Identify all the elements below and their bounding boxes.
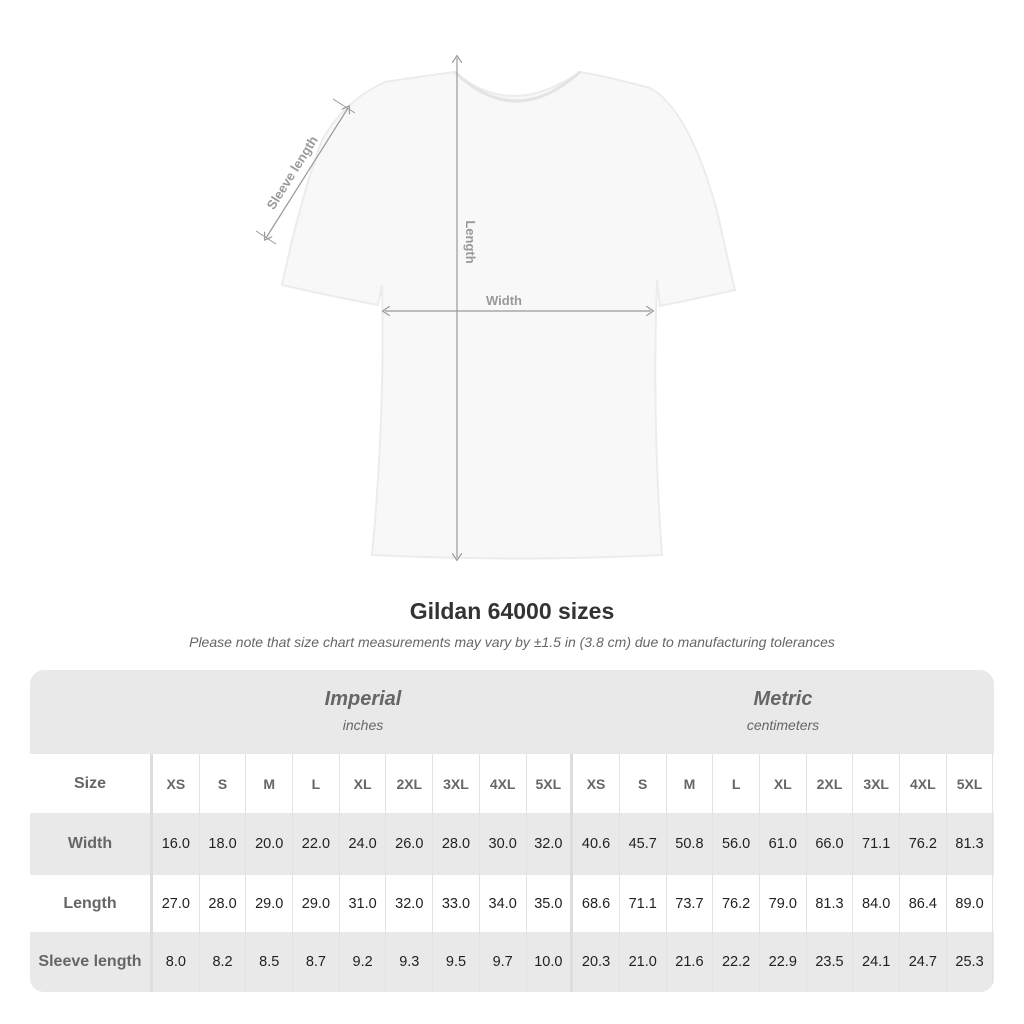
metric-value-cell: 71.1 (853, 813, 900, 875)
width-label: Width (486, 293, 522, 308)
imperial-size-5xl: 5XL (527, 754, 574, 813)
table-row: Sleeve length 8.0 8.2 8.5 8.7 9.2 9.3 9.5 9.7 10.… (30, 932, 994, 992)
metric-value-cell: 79.0 (760, 875, 807, 932)
sleeve-arrow (266, 108, 348, 238)
imperial-value-cell: 8.0 (153, 932, 200, 992)
length-label: Length (463, 220, 478, 263)
metric-size-s: S (620, 754, 667, 813)
imperial-value-cell: 9.3 (386, 932, 434, 992)
metric-value-cell: 76.2 (900, 813, 947, 875)
metric-value-cell: 86.4 (900, 875, 947, 932)
metric-value-cell: 21.0 (620, 932, 667, 992)
metric-size-m: M (667, 754, 714, 813)
metric-size-2xl: 2XL (807, 754, 854, 813)
imperial-value-cell: 28.0 (433, 813, 480, 875)
imperial-value-cell: 8.2 (200, 932, 247, 992)
metric-value-cell: 76.2 (713, 875, 760, 932)
imperial-size-2xl: 2XL (386, 754, 434, 813)
metric-value-cell: 84.0 (853, 875, 900, 932)
metric-value-cell: 81.3 (807, 875, 854, 932)
imperial-value-cell: 22.0 (293, 813, 340, 875)
metric-value-cell: 73.7 (667, 875, 714, 932)
imperial-value-cell: 31.0 (340, 875, 387, 932)
metric-value-cell: 56.0 (713, 813, 760, 875)
imperial-value-cell: 8.5 (246, 932, 294, 992)
imperial-unit: inches (342, 717, 384, 733)
metric-value-cell: 45.7 (620, 813, 667, 875)
imperial-value-cell: 34.0 (480, 875, 527, 932)
imperial-size-l: L (293, 754, 340, 813)
metric-size-l: L (713, 754, 760, 813)
imperial-label: Imperial (324, 688, 402, 710)
imperial-size-m: M (246, 754, 294, 813)
imperial-value-cell: 35.0 (527, 875, 574, 932)
imperial-value-cell: 24.0 (340, 813, 387, 875)
table-row: Size XS S M L XL 2XL 3XL 4XL 5XL XS S M L XL 2XL 3XL 4XL 5… (30, 754, 994, 813)
metric-value-cell: 24.7 (900, 932, 947, 992)
metric-value-cell: 50.8 (667, 813, 714, 875)
tshirt-shape (280, 70, 737, 560)
imperial-value-cell: 27.0 (153, 875, 200, 932)
metric-value-cell: 66.0 (807, 813, 854, 875)
imperial-value-cell: 10.0 (527, 932, 574, 992)
imperial-value-cell: 29.0 (246, 875, 294, 932)
metric-value-cell: 22.9 (760, 932, 807, 992)
metric-value-cell: 25.3 (947, 932, 994, 992)
chart-title: Gildan 64000 sizes (409, 598, 615, 624)
metric-value-cell: 23.5 (807, 932, 854, 992)
imperial-size-4xl: 4XL (480, 754, 527, 813)
imperial-size-s: S (200, 754, 247, 813)
row-label: Width (30, 813, 153, 875)
metric-size-xl: XL (760, 754, 807, 813)
metric-value-cell: 71.1 (620, 875, 667, 932)
size-table: Imperial inches Metric centimeters Size X… (30, 670, 994, 992)
imperial-value-cell: 32.0 (527, 813, 574, 875)
metric-size-xs: XS (573, 754, 620, 813)
tolerance-note: Please note that size chart measurements… (189, 634, 835, 650)
metric-size-5xl: 5XL (947, 754, 994, 813)
metric-value-cell: 81.3 (947, 813, 994, 875)
size-header-label: Size (30, 754, 153, 813)
metric-value-cell: 68.6 (573, 875, 620, 932)
row-label: Sleeve length (30, 932, 153, 992)
imperial-header: Imperial inches (153, 670, 573, 754)
imperial-value-cell: 9.2 (340, 932, 387, 992)
imperial-size-3xl: 3XL (433, 754, 480, 813)
imperial-value-cell: 16.0 (153, 813, 200, 875)
tshirt-diagram: Sleeve length Length Width (255, 0, 737, 590)
metric-value-cell: 61.0 (760, 813, 807, 875)
imperial-value-cell: 32.0 (386, 875, 434, 932)
imperial-value-cell: 9.7 (480, 932, 527, 992)
metric-label: Metric (753, 688, 813, 710)
metric-value-cell: 89.0 (947, 875, 994, 932)
metric-value-cell: 40.6 (573, 813, 620, 875)
metric-value-cell: 20.3 (573, 932, 620, 992)
table-row: Width 16.0 18.0 20.0 22.0 24.0 26.0 28.0 30.0 32.… (30, 813, 994, 875)
imperial-value-cell: 20.0 (246, 813, 294, 875)
metric-value-cell: 21.6 (667, 932, 714, 992)
imperial-value-cell: 8.7 (293, 932, 340, 992)
metric-header: Metric centimeters (573, 670, 993, 754)
imperial-value-cell: 18.0 (200, 813, 247, 875)
imperial-value-cell: 33.0 (433, 875, 480, 932)
imperial-size-xs: XS (153, 754, 200, 813)
imperial-value-cell: 9.5 (433, 932, 480, 992)
imperial-value-cell: 28.0 (200, 875, 247, 932)
metric-value-cell: 24.1 (853, 932, 900, 992)
metric-size-3xl: 3XL (853, 754, 900, 813)
imperial-size-xl: XL (340, 754, 387, 813)
metric-value-cell: 22.2 (713, 932, 760, 992)
row-label: Length (30, 875, 153, 932)
table-row: Length 27.0 28.0 29.0 29.0 31.0 32.0 33.0 34.0 35… (30, 875, 994, 932)
imperial-value-cell: 30.0 (480, 813, 527, 875)
metric-unit: centimeters (746, 717, 820, 733)
metric-size-4xl: 4XL (900, 754, 947, 813)
imperial-value-cell: 29.0 (293, 875, 340, 932)
imperial-value-cell: 26.0 (386, 813, 434, 875)
